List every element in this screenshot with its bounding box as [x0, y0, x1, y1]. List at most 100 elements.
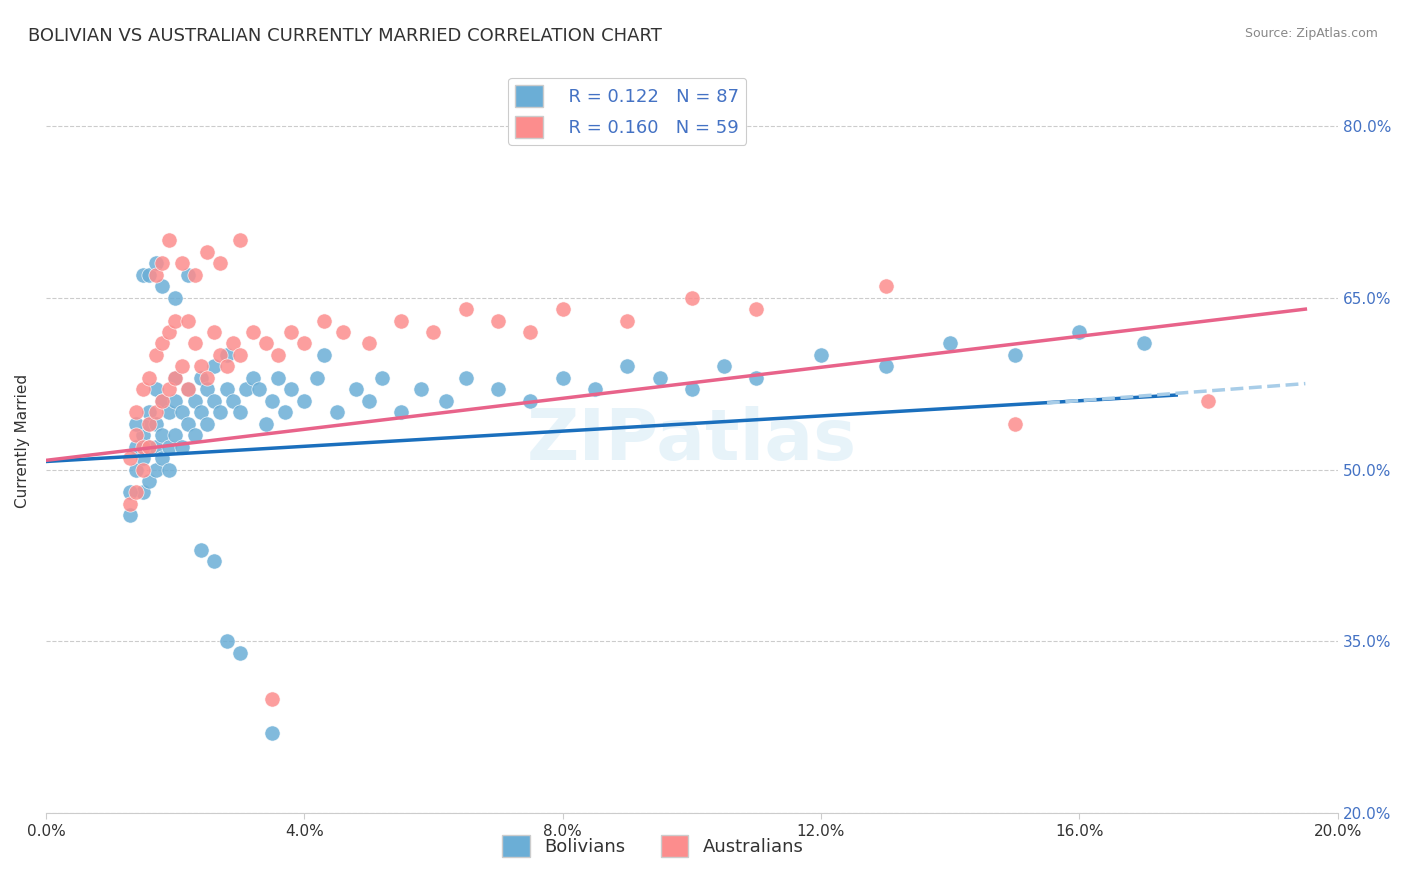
- Point: [118, 451, 141, 466]
- Point: [157, 405, 180, 419]
- Point: [150, 336, 173, 351]
- Point: [165, 393, 187, 408]
- Point: [215, 359, 238, 374]
- Point: [190, 371, 212, 385]
- Point: [177, 417, 200, 431]
- Point: [132, 451, 155, 466]
- Point: [170, 405, 193, 419]
- Point: [519, 325, 541, 339]
- Point: [145, 348, 167, 362]
- Point: [242, 371, 264, 385]
- Point: [150, 393, 173, 408]
- Point: [260, 726, 283, 740]
- Point: [132, 382, 155, 396]
- Point: [1004, 417, 1026, 431]
- Point: [307, 371, 329, 385]
- Point: [138, 405, 160, 419]
- Point: [197, 417, 219, 431]
- Point: [183, 336, 205, 351]
- Point: [165, 371, 187, 385]
- Point: [228, 405, 250, 419]
- Point: [242, 325, 264, 339]
- Point: [125, 485, 148, 500]
- Point: [209, 348, 232, 362]
- Point: [157, 325, 180, 339]
- Point: [190, 359, 212, 374]
- Point: [583, 382, 606, 396]
- Point: [616, 313, 638, 327]
- Point: [810, 348, 832, 362]
- Point: [1004, 348, 1026, 362]
- Point: [197, 371, 219, 385]
- Point: [165, 313, 187, 327]
- Point: [260, 691, 283, 706]
- Point: [157, 440, 180, 454]
- Point: [292, 393, 315, 408]
- Point: [118, 508, 141, 523]
- Text: ZIPatlas: ZIPatlas: [527, 407, 856, 475]
- Point: [235, 382, 257, 396]
- Point: [125, 462, 148, 476]
- Point: [138, 417, 160, 431]
- Point: [713, 359, 735, 374]
- Point: [145, 405, 167, 419]
- Point: [434, 393, 457, 408]
- Point: [344, 382, 367, 396]
- Point: [875, 279, 897, 293]
- Point: [165, 428, 187, 442]
- Point: [138, 417, 160, 431]
- Point: [486, 313, 509, 327]
- Point: [222, 336, 245, 351]
- Point: [551, 371, 574, 385]
- Point: [190, 405, 212, 419]
- Point: [267, 348, 290, 362]
- Point: [325, 405, 347, 419]
- Point: [486, 382, 509, 396]
- Point: [138, 440, 160, 454]
- Point: [389, 313, 412, 327]
- Point: [312, 313, 335, 327]
- Point: [371, 371, 394, 385]
- Point: [681, 291, 703, 305]
- Point: [332, 325, 354, 339]
- Point: [197, 244, 219, 259]
- Point: [209, 405, 232, 419]
- Point: [454, 371, 477, 385]
- Point: [145, 268, 167, 282]
- Point: [125, 405, 148, 419]
- Point: [157, 233, 180, 247]
- Point: [551, 302, 574, 317]
- Point: [280, 325, 302, 339]
- Point: [648, 371, 671, 385]
- Point: [125, 417, 148, 431]
- Point: [519, 393, 541, 408]
- Point: [118, 497, 141, 511]
- Point: [357, 336, 380, 351]
- Legend: Bolivians, Australians: Bolivians, Australians: [495, 827, 811, 863]
- Point: [1198, 393, 1220, 408]
- Point: [125, 440, 148, 454]
- Point: [202, 554, 225, 568]
- Point: [170, 256, 193, 270]
- Point: [125, 428, 148, 442]
- Point: [132, 440, 155, 454]
- Point: [183, 393, 205, 408]
- Point: [150, 256, 173, 270]
- Point: [681, 382, 703, 396]
- Point: [138, 268, 160, 282]
- Point: [157, 382, 180, 396]
- Point: [150, 428, 173, 442]
- Text: BOLIVIAN VS AUSTRALIAN CURRENTLY MARRIED CORRELATION CHART: BOLIVIAN VS AUSTRALIAN CURRENTLY MARRIED…: [28, 27, 662, 45]
- Point: [132, 428, 155, 442]
- Point: [228, 233, 250, 247]
- Point: [145, 440, 167, 454]
- Point: [177, 268, 200, 282]
- Point: [165, 291, 187, 305]
- Point: [1133, 336, 1156, 351]
- Point: [177, 382, 200, 396]
- Point: [209, 256, 232, 270]
- Point: [254, 336, 277, 351]
- Point: [260, 393, 283, 408]
- Point: [150, 279, 173, 293]
- Point: [132, 462, 155, 476]
